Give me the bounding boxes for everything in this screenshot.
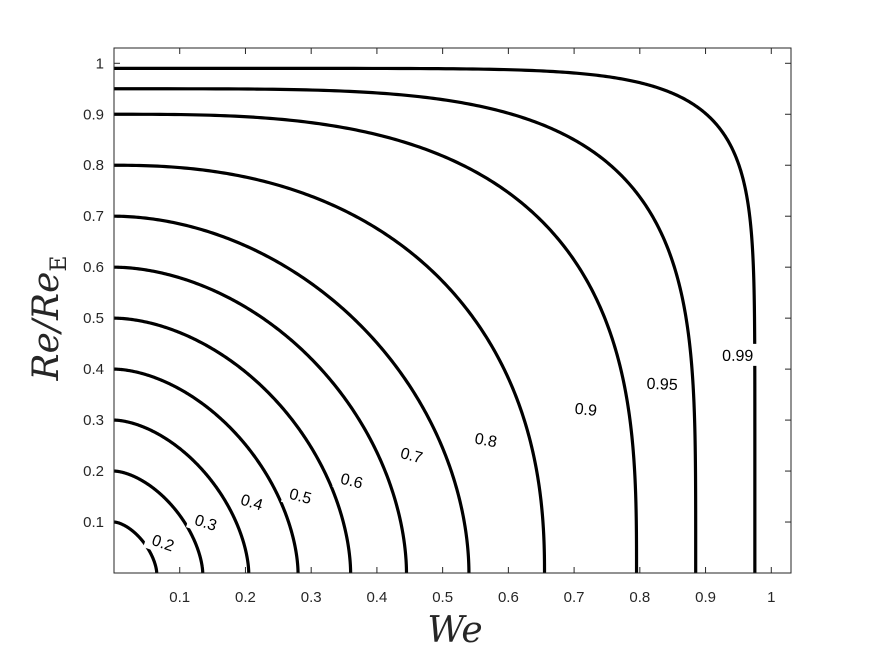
x-axis-title: We <box>427 610 482 651</box>
x-tick-label: 1 <box>767 589 775 606</box>
y-tick-label: 1 <box>96 55 104 72</box>
contour-label-0.5: 0.5 <box>287 486 313 508</box>
y-axis: 0.1 0.2 0.3 0.4 0.5 0.6 0.7 0.8 0.9 1 <box>83 55 791 531</box>
y-axis-title-main: Re/Re <box>26 272 67 382</box>
y-axis-title: Re/ReE <box>26 255 72 381</box>
contour-label-gap <box>715 343 760 366</box>
contour-label-0.7: 0.7 <box>398 445 424 467</box>
contour-label-0.4: 0.4 <box>238 492 264 515</box>
contour-line-0.2 <box>112 469 205 575</box>
contour-label-0.2: 0.2 <box>149 532 176 555</box>
y-tick-label: 0.5 <box>83 310 104 327</box>
x-axis: 0.1 0.2 0.3 0.4 0.5 0.6 0.7 0.8 0.9 1 <box>169 48 775 606</box>
contour-line-0.95 <box>114 87 698 573</box>
contour-line-0.7 <box>113 214 471 574</box>
y-tick-label: 0.9 <box>83 106 104 123</box>
x-tick-label: 0.1 <box>169 589 190 606</box>
x-tick-label: 0.2 <box>235 589 256 606</box>
y-tick-label: 0.7 <box>83 208 104 225</box>
contour-line-0.9 <box>113 112 639 574</box>
contour-lines <box>112 66 757 575</box>
contour-label-0.8: 0.8 <box>473 431 498 452</box>
x-tick-label: 0.8 <box>629 589 650 606</box>
y-tick-label: 0.6 <box>83 259 104 276</box>
x-tick-label: 0.7 <box>564 589 585 606</box>
contour-label-gap <box>332 465 372 496</box>
y-tick-label: 0.8 <box>83 157 104 174</box>
contour-label-gap <box>639 371 685 396</box>
x-tick-label: 0.4 <box>366 589 387 606</box>
contour-line-0.4 <box>112 367 300 574</box>
contour-line-0.8 <box>113 163 547 574</box>
contour-label-gap <box>143 526 184 559</box>
contour-label-0.6: 0.6 <box>339 471 365 493</box>
plot-frame <box>113 47 792 574</box>
contour-labels: 0.2 0.3 0.4 0.5 0.6 0.7 0.8 0.9 0.95 0.99 <box>143 343 760 559</box>
contour-line-0.3 <box>112 418 251 575</box>
contour-label-0.95: 0.95 <box>646 376 678 394</box>
x-tick-label: 0.6 <box>498 589 519 606</box>
contour-label-gap <box>185 506 227 538</box>
x-tick-label: 0.9 <box>695 589 716 606</box>
contour-label-gap <box>232 486 272 518</box>
x-tick-label: 0.3 <box>301 589 322 606</box>
contour-label-gap <box>280 480 321 511</box>
y-tick-label: 0.4 <box>83 361 104 378</box>
contour-line-0.1 <box>112 520 159 575</box>
x-tick-label: 0.5 <box>432 589 453 606</box>
contour-label-gap <box>567 396 605 422</box>
contour-label-0.99: 0.99 <box>722 348 753 365</box>
contour-line-0.5 <box>113 316 353 574</box>
contour-label-0.3: 0.3 <box>192 512 218 535</box>
y-tick-label: 0.2 <box>83 463 104 480</box>
y-tick-label: 0.1 <box>83 514 104 531</box>
contour-line-0.99 <box>114 66 757 573</box>
contour-label-gap <box>392 439 432 470</box>
y-tick-label: 0.3 <box>83 412 104 429</box>
y-axis-title-subscript: E <box>47 255 72 271</box>
contour-label-gap <box>466 425 506 454</box>
contour-line-0.6 <box>113 265 409 574</box>
contour-label-0.9: 0.9 <box>574 401 598 420</box>
